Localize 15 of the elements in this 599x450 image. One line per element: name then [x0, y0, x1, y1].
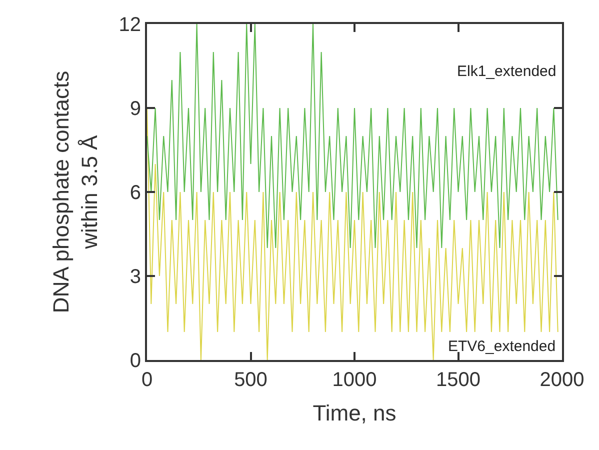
x-tick-label: 500 [234, 369, 268, 391]
x-tick-label: 2000 [540, 369, 584, 391]
x-tick-label: 1000 [332, 369, 377, 391]
series-label: ETV6_extended [448, 338, 556, 355]
series-label: Elk1_extended [457, 63, 556, 80]
x-tick-label: 1500 [436, 369, 480, 391]
line-series [147, 108, 558, 360]
line-series [147, 24, 558, 248]
y-tick-label: 6 [130, 182, 141, 204]
x-axis-title: Time, ns [312, 400, 396, 426]
y-axis-title: DNA phosphate contacts within 3.5 Å [48, 70, 102, 314]
y-tick-label: 0 [130, 350, 141, 372]
y-tick-label: 9 [130, 98, 141, 120]
y-tick-label: 12 [118, 14, 141, 36]
y-tick-label: 3 [130, 266, 141, 288]
